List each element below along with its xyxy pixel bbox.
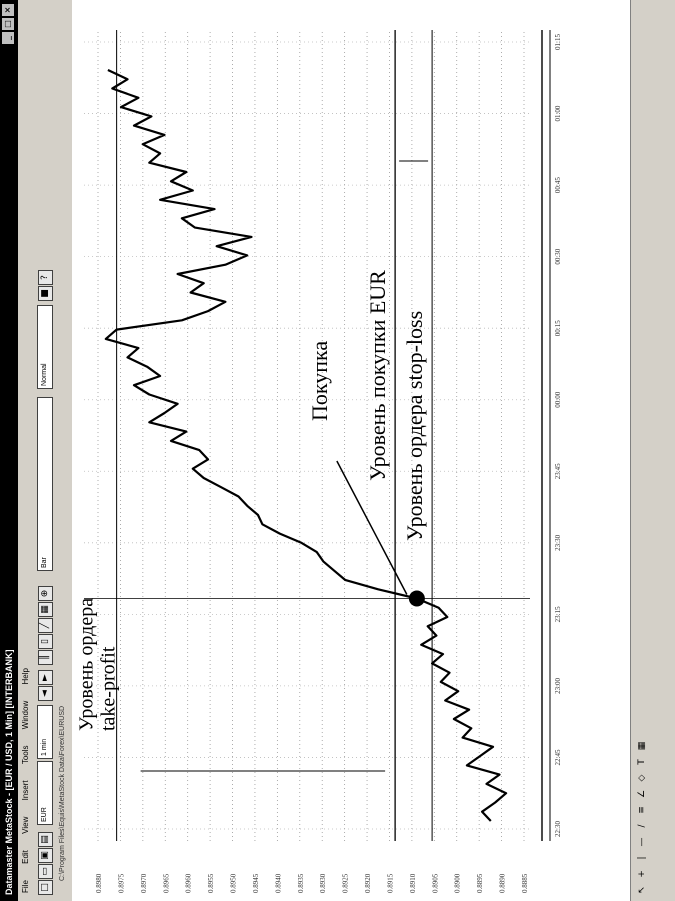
buy-point-arrow <box>336 460 408 595</box>
vline-tool-icon[interactable]: | <box>637 856 647 860</box>
bar-chart-icon[interactable]: ║ <box>38 650 53 665</box>
y-tick-label: 0.8975 <box>117 873 125 893</box>
y-tick-label: 0.8905 <box>431 873 439 893</box>
drawing-toolbar: ↖ + | — / ≡ ∠ ◇ T ▦ <box>630 0 675 901</box>
stop-loss-label: Уровень ордера stop-loss <box>402 311 427 541</box>
print-icon[interactable]: ▤ <box>38 832 53 847</box>
y-tick-label: 0.8890 <box>499 873 507 893</box>
y-tick-label: 0.8900 <box>454 873 462 893</box>
new-chart-icon[interactable]: □ <box>38 880 53 895</box>
x-tick-label: 01:00 <box>554 105 562 121</box>
x-tick-label: 23:15 <box>554 606 562 622</box>
y-tick-label: 0.8935 <box>297 873 305 893</box>
open-icon[interactable]: ▭ <box>38 864 53 879</box>
x-axis: 22:30 22:45 23:00 23:15 23:30 23:45 00:00 00:15… <box>541 30 562 841</box>
path-bar: C:\Program Files\Equis\MetaStock Data\Fo… <box>56 0 73 901</box>
y-tick-label: 0.8945 <box>252 873 260 893</box>
y-tick-label: 0.8970 <box>140 873 148 893</box>
main-toolbar: □ ▭ ▣ ▤ EUR 1 min ◄ ► ║ ▯ ╱ ▦ ⊕ Bar Norm… <box>34 0 57 901</box>
hline-tool-icon[interactable]: — <box>637 837 647 847</box>
line-chart-icon[interactable]: ╱ <box>38 618 53 633</box>
x-tick-label: 01:15 <box>554 34 562 50</box>
y-tick-label: 0.8955 <box>207 873 215 893</box>
menu-file[interactable]: File <box>21 880 30 893</box>
annotations: Уровень ордера take-profit Уровень покупки… <box>76 160 429 772</box>
take-profit-label-line2: take-profit <box>98 646 120 731</box>
price-chart: 0.8885 0.8890 0.8895 0.8900 0.8905 0.8910 0.89… <box>72 0 630 901</box>
chart-background <box>72 0 630 901</box>
pointer-tool-icon[interactable]: ↖ <box>637 886 647 894</box>
menu-help[interactable]: Help <box>21 668 30 685</box>
y-tick-label: 0.8930 <box>319 873 327 893</box>
color-icon[interactable]: ■ <box>38 286 53 301</box>
buy-point-marker <box>408 590 425 607</box>
menu-bar: File Edit View Insert Tools Window Help <box>18 0 35 901</box>
y-tick-label: 0.8915 <box>386 873 394 893</box>
minimize-button[interactable]: _ <box>2 32 14 44</box>
x-tick-label: 23:30 <box>554 534 562 550</box>
data-path: C:\Program Files\Equis\MetaStock Data\Fo… <box>59 705 66 881</box>
y-tick-label: 0.8950 <box>230 873 238 893</box>
shape-tool-icon[interactable]: ◇ <box>637 774 647 782</box>
back-icon[interactable]: ◄ <box>38 686 53 701</box>
crosshair-tool-icon[interactable]: + <box>637 870 647 878</box>
menu-window[interactable]: Window <box>21 700 30 730</box>
y-tick-label: 0.8925 <box>342 873 350 893</box>
zoom-select[interactable]: Normal <box>37 305 53 389</box>
price-series <box>84 69 530 822</box>
y-tick-label: 0.8965 <box>162 873 170 893</box>
buy-level-label: Уровень покупки EUR <box>365 270 390 481</box>
help-icon[interactable]: ? <box>38 270 53 285</box>
angle-tool-icon[interactable]: ∠ <box>637 789 647 799</box>
y-axis: 0.8885 0.8890 0.8895 0.8900 0.8905 0.8910 0.89… <box>95 873 529 893</box>
text-tool-icon[interactable]: T <box>637 759 647 765</box>
maximize-button[interactable]: □ <box>2 18 14 30</box>
fill-tool-icon[interactable]: ▦ <box>637 741 647 751</box>
x-tick-label: 22:45 <box>554 749 562 765</box>
y-tick-label: 0.8895 <box>476 873 484 893</box>
title-bar: Datamaster MetaStock - [EUR / USD, 1 Min… <box>0 0 18 901</box>
y-tick-label: 0.8980 <box>95 873 103 893</box>
window-title: Datamaster MetaStock - [EUR / USD, 1 Min… <box>4 649 14 895</box>
menu-insert[interactable]: Insert <box>21 780 30 801</box>
y-tick-label: 0.8910 <box>409 873 417 893</box>
zoom-icon[interactable]: ⊕ <box>38 586 53 601</box>
symbol-select[interactable]: EUR <box>37 761 53 825</box>
buy-point-label: Покупка <box>307 341 332 421</box>
x-tick-label: 23:00 <box>554 677 562 693</box>
level-lines <box>116 30 433 841</box>
chart-style-select[interactable]: Bar <box>37 397 53 571</box>
menu-view[interactable]: View <box>21 816 30 834</box>
take-profit-label-line1: Уровень ордера <box>76 598 98 731</box>
x-tick-label: 00:00 <box>554 391 562 407</box>
x-tick-label: 00:15 <box>554 320 562 336</box>
menu-tools[interactable]: Tools <box>21 745 30 765</box>
save-icon[interactable]: ▣ <box>38 848 53 863</box>
y-tick-label: 0.8920 <box>364 873 372 893</box>
x-tick-label: 23:45 <box>554 463 562 479</box>
channel-tool-icon[interactable]: ≡ <box>637 806 647 814</box>
interval-select[interactable]: 1 min <box>37 705 53 759</box>
candle-chart-icon[interactable]: ▯ <box>38 634 53 649</box>
close-button[interactable]: × <box>2 4 14 16</box>
y-tick-label: 0.8960 <box>185 873 193 893</box>
menu-edit[interactable]: Edit <box>21 850 30 864</box>
x-tick-label: 00:30 <box>554 248 562 264</box>
y-tick-label: 0.8885 <box>521 873 529 893</box>
price-line <box>104 69 508 822</box>
grid-icon[interactable]: ▦ <box>38 602 53 617</box>
x-tick-label: 22:30 <box>554 821 562 837</box>
forward-icon[interactable]: ► <box>38 670 53 685</box>
trendline-tool-icon[interactable]: / <box>637 824 647 828</box>
y-tick-label: 0.8940 <box>274 873 282 893</box>
x-tick-label: 00:45 <box>554 177 562 193</box>
